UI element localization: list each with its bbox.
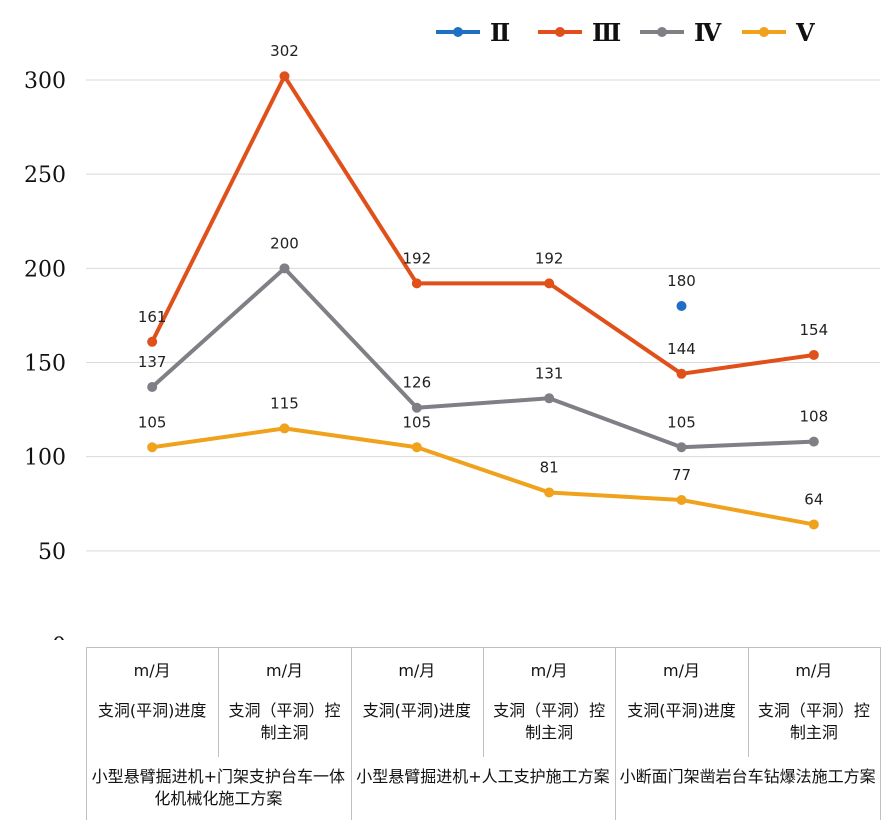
series-line bbox=[150, 266, 814, 450]
category-unit: m/月 bbox=[266, 661, 303, 680]
data-label: 115 bbox=[270, 394, 299, 412]
data-labels: 180 161 302 192 192 144 154 137 200 126 131 105 108 1… bbox=[138, 42, 828, 508]
series-line bbox=[150, 74, 815, 376]
category-divider bbox=[748, 647, 749, 757]
category-divider bbox=[483, 647, 484, 757]
group-divider bbox=[880, 647, 881, 820]
data-point bbox=[279, 423, 290, 434]
data-point bbox=[808, 519, 819, 530]
data-label: 105 bbox=[138, 413, 167, 431]
group-label: 小型悬臂掘进机+门架支护台车一体化机械化施工方案 bbox=[91, 767, 346, 808]
group-label: 小断面门架凿岩台车钻爆法施工方案 bbox=[619, 767, 876, 786]
category-label: 支洞(平洞)进度 bbox=[97, 701, 207, 720]
category-divider bbox=[218, 647, 219, 757]
data-point bbox=[544, 393, 555, 404]
series-line bbox=[151, 426, 815, 527]
data-point bbox=[544, 487, 555, 498]
legend-item: Ⅴ bbox=[742, 18, 815, 47]
y-tick-label: 200 bbox=[24, 257, 66, 282]
data-label: 131 bbox=[535, 364, 564, 382]
data-point bbox=[676, 301, 687, 311]
series-2 bbox=[147, 71, 819, 379]
line-chart: 0 50 100 150 200 250 300 180 161 302 192 192 144 154… bbox=[24, 18, 880, 640]
data-label: 180 bbox=[667, 272, 696, 290]
legend-label: Ⅳ bbox=[694, 18, 722, 47]
group-divider bbox=[86, 647, 87, 820]
series-3 bbox=[147, 263, 819, 453]
data-point bbox=[808, 436, 819, 447]
data-label: 105 bbox=[667, 413, 696, 431]
data-label: 108 bbox=[800, 408, 829, 426]
data-label: 81 bbox=[540, 458, 559, 476]
legend-item: Ⅳ bbox=[640, 18, 722, 47]
data-label: 161 bbox=[138, 308, 167, 326]
data-point bbox=[411, 442, 422, 453]
legend-label: Ⅴ bbox=[795, 18, 815, 47]
data-label: 154 bbox=[800, 321, 829, 339]
data-label: 137 bbox=[138, 353, 167, 371]
data-label: 126 bbox=[403, 374, 432, 392]
data-point bbox=[544, 278, 555, 289]
data-point bbox=[279, 263, 290, 274]
category-label: 支洞（平洞）控制主洞 bbox=[757, 701, 870, 742]
legend: Ⅱ Ⅲ Ⅳ Ⅴ bbox=[436, 18, 815, 47]
data-point bbox=[411, 278, 422, 289]
data-label: 200 bbox=[270, 234, 299, 252]
series-1 bbox=[676, 301, 687, 311]
data-label: 105 bbox=[403, 413, 432, 431]
data-label: 302 bbox=[270, 42, 299, 60]
legend-swatch-marker bbox=[759, 27, 769, 37]
category-label: 支洞（平洞）控制主洞 bbox=[228, 701, 341, 742]
data-point bbox=[676, 494, 687, 505]
legend-swatch-marker bbox=[555, 27, 565, 37]
data-point bbox=[411, 402, 422, 413]
y-tick-label: 50 bbox=[38, 540, 66, 565]
series-4 bbox=[147, 423, 819, 530]
category-unit: m/月 bbox=[530, 661, 568, 680]
legend-label: Ⅱ bbox=[490, 18, 510, 47]
data-point bbox=[808, 349, 819, 360]
data-point bbox=[147, 336, 158, 347]
legend-label: Ⅲ bbox=[592, 18, 621, 47]
group-label: 小型悬臂掘进机+人工支护施工方案 bbox=[356, 767, 610, 786]
data-point bbox=[279, 71, 290, 82]
legend-item: Ⅱ bbox=[436, 18, 510, 47]
y-tick-label: 0 bbox=[52, 634, 66, 640]
category-label: 支洞（平洞）控制主洞 bbox=[493, 701, 606, 742]
data-point bbox=[147, 381, 158, 392]
y-axis-ticks: 0 50 100 150 200 250 300 bbox=[24, 69, 66, 640]
y-tick-label: 100 bbox=[24, 446, 66, 471]
category-label: 支洞(平洞)进度 bbox=[627, 701, 736, 720]
category-unit: m/月 bbox=[795, 661, 833, 680]
gridlines bbox=[86, 79, 880, 552]
data-point bbox=[676, 368, 687, 379]
legend-swatch-marker bbox=[657, 27, 667, 37]
y-tick-label: 150 bbox=[24, 352, 66, 377]
y-tick-label: 300 bbox=[24, 69, 66, 94]
group-divider bbox=[615, 647, 616, 820]
category-unit: m/月 bbox=[663, 661, 700, 680]
group-divider bbox=[351, 647, 352, 820]
data-label: 64 bbox=[804, 490, 823, 508]
category-unit: m/月 bbox=[398, 661, 436, 680]
category-label: 支洞(平洞)进度 bbox=[362, 701, 472, 720]
data-label: 144 bbox=[667, 340, 696, 358]
data-point bbox=[676, 442, 687, 453]
data-point bbox=[147, 442, 158, 453]
data-label: 192 bbox=[403, 249, 432, 267]
data-label: 192 bbox=[535, 249, 564, 267]
y-tick-label: 250 bbox=[24, 163, 66, 188]
data-label: 77 bbox=[672, 466, 691, 484]
category-unit: m/月 bbox=[133, 661, 171, 680]
legend-swatch-marker bbox=[453, 27, 463, 37]
legend-item: Ⅲ bbox=[538, 18, 621, 47]
series bbox=[147, 71, 819, 530]
